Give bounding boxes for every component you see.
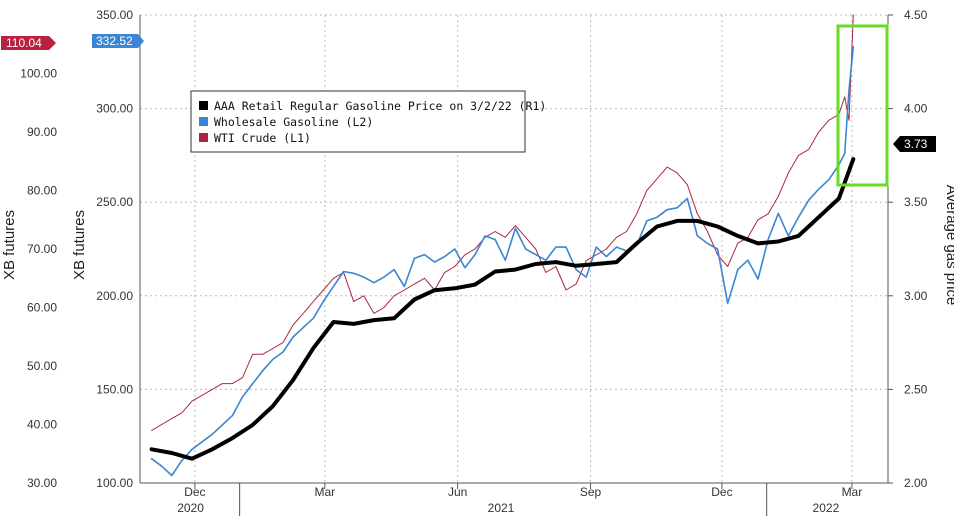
y-tick-r1-1: 2.50 <box>904 382 928 396</box>
x-tick-label-0: Dec <box>184 485 205 499</box>
series-line-l2 <box>150 45 855 477</box>
y-axis-r1-title: Average gas price <box>943 185 954 306</box>
x-year-label-2: 2022 <box>813 501 840 515</box>
legend-label-wti: WTI Crude (L1) <box>214 131 311 145</box>
y-tick-l2-0: 100.00 <box>96 476 133 490</box>
y-axis-l2-title: XB futures <box>71 210 88 280</box>
flag-wholesale <box>92 34 144 48</box>
flag-wholesale-value: 332.52 <box>96 34 133 48</box>
y-tick-l1-6: 90.00 <box>27 125 57 139</box>
y-tick-l1-5: 80.00 <box>27 184 57 198</box>
x-year-label-0: 2020 <box>177 501 204 515</box>
y-tick-r1-3: 3.50 <box>904 195 928 209</box>
y-tick-l2-4: 300.00 <box>96 102 133 116</box>
legend-swatch-retail <box>199 101 208 110</box>
highlight-box <box>836 24 889 187</box>
legend-box <box>190 90 526 153</box>
gridlines <box>140 14 888 484</box>
y-tick-r1-2: 3.00 <box>904 289 928 303</box>
flag-wti-value: 110.04 <box>6 36 42 50</box>
legend-label-retail: AAA Retail Regular Gasoline Price on 3/2… <box>214 99 546 113</box>
series-layer <box>149 14 856 477</box>
y-tick-l1-1: 40.00 <box>27 418 57 432</box>
flag-wti <box>1 36 56 50</box>
axes: 30.00 40.00 50.00 60.00 70.00 80.00 90.00 100.0… <box>20 8 928 516</box>
flag-retail <box>893 136 936 152</box>
x-tick-label-2: Jun <box>448 485 467 499</box>
y-tick-r1-0: 2.00 <box>904 476 928 490</box>
series-line-r1 <box>149 157 856 461</box>
y-tick-l1-7: 100.00 <box>20 67 57 81</box>
flag-retail-value: 3.73 <box>904 137 928 151</box>
y-tick-l1-2: 50.00 <box>27 359 57 373</box>
y-tick-l1-0: 30.00 <box>27 476 57 490</box>
y-tick-l1-3: 60.00 <box>27 301 57 315</box>
last-value-flags: 110.04 332.52 3.73 <box>1 34 936 152</box>
series-line-l1 <box>151 14 854 431</box>
x-tick-label-4: Dec <box>711 485 732 499</box>
y-tick-l2-5: 350.00 <box>96 8 133 22</box>
legend-label-wholesale: Wholesale Gasoline (L2) <box>214 115 373 129</box>
x-tick-label-1: Mar <box>314 485 335 499</box>
legend-swatch-wholesale <box>199 117 208 126</box>
y-tick-l2-3: 250.00 <box>96 195 133 209</box>
y-tick-l2-1: 150.00 <box>96 382 133 396</box>
y-tick-l2-2: 200.00 <box>96 289 133 303</box>
legend: AAA Retail Regular Gasoline Price on 3/2… <box>190 90 546 153</box>
legend-swatch-wti <box>199 133 208 142</box>
x-year-label-1: 2021 <box>488 501 515 515</box>
x-tick-label-3: Sep <box>580 485 602 499</box>
x-tick-label-5: Mar <box>842 485 863 499</box>
y-tick-r1-4: 4.00 <box>904 102 928 116</box>
y-tick-l1-4: 70.00 <box>27 242 57 256</box>
y-axis-l1-title: XB futures <box>1 210 18 280</box>
y-tick-r1-5: 4.50 <box>904 8 928 22</box>
